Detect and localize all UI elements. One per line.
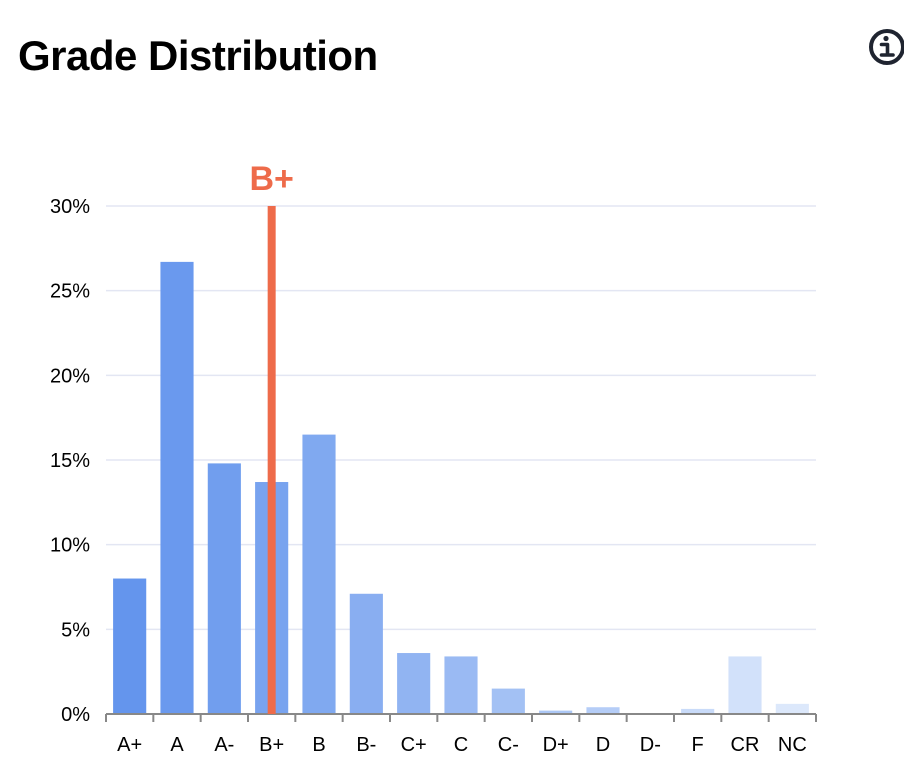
bar-C-[interactable] [491,688,525,714]
bar-NC[interactable] [775,703,809,714]
x-tick-label: B- [356,734,376,756]
x-tick-label: C- [498,734,519,756]
bar-C[interactable] [444,656,478,714]
y-tick-label: 25% [50,281,90,303]
bars [113,261,809,714]
page-title: Grade Distribution [18,32,378,79]
y-tick-label: 15% [50,450,90,472]
bar-A-[interactable] [207,463,241,714]
y-axis-ticks: 0% 5% 10% 15% 20% 25% 30% [50,196,90,726]
x-tick-label: B [312,734,325,756]
bar-D[interactable] [586,707,620,714]
y-tick-label: 30% [50,196,90,218]
x-tick-label: NC [778,734,807,756]
x-axis [105,713,817,722]
x-tick-label: D- [640,734,661,756]
x-tick-label: D+ [543,734,569,756]
y-tick-label: 20% [50,365,90,387]
grid-lines [106,205,816,631]
bar-F[interactable] [681,708,715,714]
marker-line [267,206,276,714]
bar-D+[interactable] [539,710,573,714]
bar-B[interactable] [302,434,336,714]
x-tick-label: F [692,734,704,756]
x-tick-label: A+ [117,734,142,756]
x-tick-label: A- [214,734,234,756]
x-tick-label: D [596,734,610,756]
info-circle-icon [869,29,904,65]
x-tick-label: C [454,734,468,756]
y-tick-label: 0% [61,704,90,726]
bar-C+[interactable] [397,653,431,714]
x-tick-label: B+ [259,734,284,756]
info-button[interactable] [868,22,904,72]
x-tick-label: C+ [401,734,427,756]
bar-A+[interactable] [113,578,147,714]
bar-B-[interactable] [349,593,383,714]
x-tick-label: A [170,734,184,756]
bar-CR[interactable] [728,656,762,714]
marker-label: B+ [249,160,293,198]
bar-A[interactable] [160,261,194,714]
y-tick-label: 5% [61,619,90,641]
x-axis-ticks: A+ A A- B+ B B- C+ C C- D+ D D- F CR NC [117,734,807,756]
y-tick-label: 10% [50,535,90,557]
x-tick-label: CR [731,734,760,756]
class-average-marker: B+ [249,160,294,714]
